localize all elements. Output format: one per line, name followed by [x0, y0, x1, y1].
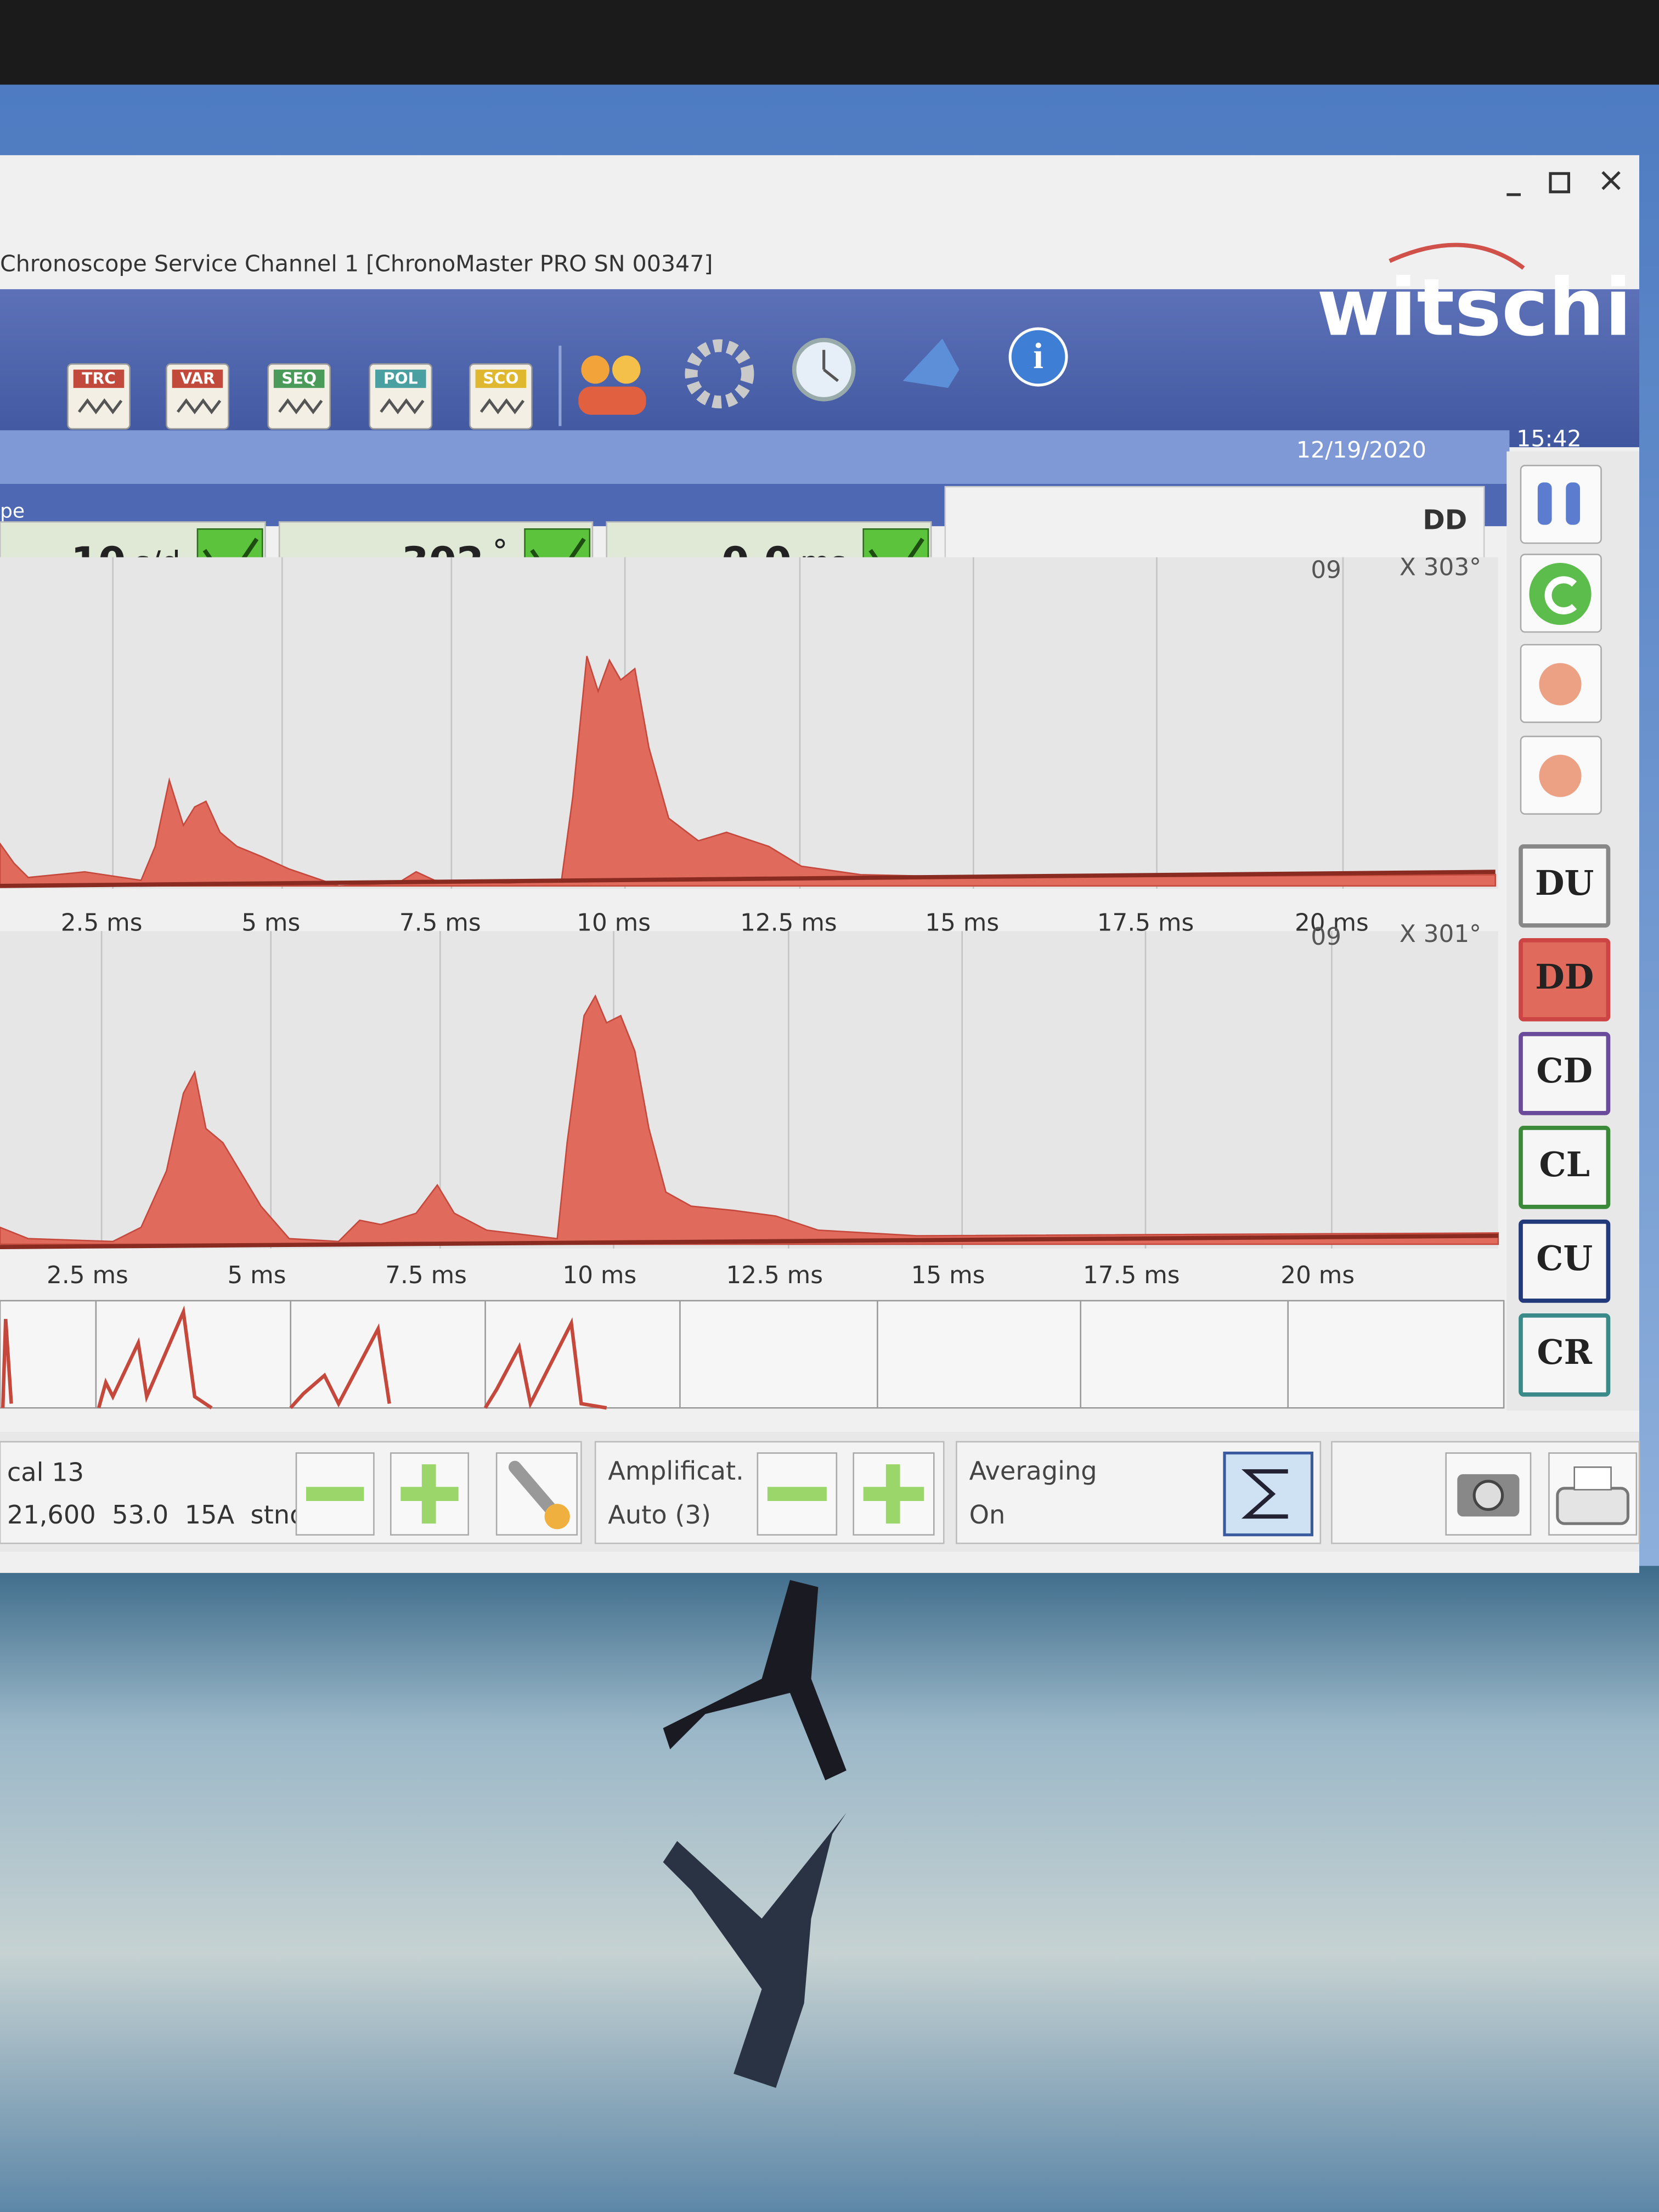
calibration-params: 21,600 53.0 15A stnd: [7, 1500, 306, 1530]
x-tick-label: 17.5 ms: [1083, 1261, 1180, 1289]
tool-label: SEQ: [281, 370, 317, 388]
x-tick-label: 20 ms: [1280, 1261, 1355, 1289]
runner-reflection: [663, 1813, 847, 2088]
tool-glyph: [77, 398, 123, 415]
position-button[interactable]: [1519, 1313, 1611, 1397]
x-tick-label: 15 ms: [911, 1261, 985, 1289]
tool-label-bg: [273, 369, 325, 388]
position-button[interactable]: [1519, 938, 1611, 1022]
brand-logo: witschi: [1317, 261, 1632, 353]
position-button[interactable]: [1519, 844, 1611, 928]
position-label: CR: [1537, 1332, 1593, 1372]
averaging-value: On: [969, 1500, 1006, 1530]
settings-icon[interactable]: [685, 339, 754, 409]
waveform-upper-baseline: [0, 870, 1496, 888]
close-button[interactable]: [1601, 171, 1621, 190]
tool-label-bg: [475, 369, 527, 388]
globe-icon[interactable]: [902, 338, 960, 388]
calibration-panel: [0, 1441, 582, 1544]
averaging-toggle[interactable]: [1223, 1452, 1313, 1537]
tool-label-bg: [73, 369, 125, 388]
camera-lens: [1472, 1480, 1504, 1511]
restart-icon: [1529, 563, 1592, 625]
logo-swoosh: [1389, 242, 1525, 270]
position-label: CD: [1536, 1051, 1593, 1091]
position-button[interactable]: [1519, 1032, 1611, 1115]
tool-glyph: [380, 398, 425, 415]
status-bar: [0, 430, 1510, 484]
tool-label: VAR: [180, 370, 215, 388]
plus-glyph: [863, 1464, 924, 1524]
x-tick-label: 5 ms: [227, 1261, 286, 1289]
x-tick-label: 10 ms: [562, 1261, 636, 1289]
time: 15:42: [1516, 425, 1582, 452]
trace-beat-label: 09: [1311, 923, 1341, 951]
info-glyph: i: [1033, 336, 1043, 376]
waveform-lower: [0, 994, 1499, 1245]
trace-lift-angle: X 301°: [1400, 920, 1481, 948]
tool-label: SCO: [483, 370, 518, 388]
tab-label[interactable]: pe: [0, 500, 25, 522]
calibration-name: cal 13: [7, 1458, 84, 1487]
back-icon: [1539, 663, 1582, 706]
pause-button[interactable]: [1520, 465, 1602, 544]
users-icon-2: [612, 356, 641, 384]
waveform-lower-baseline: [0, 1233, 1498, 1249]
tool-label: POL: [383, 370, 418, 388]
position-button[interactable]: [1519, 1220, 1611, 1303]
position-label: CU: [1536, 1238, 1593, 1278]
amplification-value: Auto (3): [608, 1500, 711, 1530]
printer-icon: [1556, 1487, 1629, 1525]
position-label: CL: [1539, 1144, 1589, 1184]
printer-paper: [1573, 1466, 1612, 1491]
tool-glyph: [278, 398, 323, 415]
position-label: DU: [1535, 863, 1594, 903]
tool-label-bg: [172, 369, 223, 388]
wallpaper-beach: [0, 1566, 1659, 2212]
runner-silhouette: [663, 1580, 847, 1781]
info-icon[interactable]: [1008, 327, 1068, 387]
window-title: Chronoscope Service Channel 1 [ChronoMas…: [0, 250, 713, 276]
forward-icon: [1539, 754, 1582, 797]
wrench-tip: [544, 1504, 570, 1530]
x-tick-label: 7.5 ms: [385, 1261, 467, 1289]
pause-bar: [1566, 482, 1580, 525]
beat-strip: [0, 1300, 1505, 1409]
tool-label-bg: [375, 369, 426, 388]
trace-beat-label: 09: [1311, 556, 1341, 584]
tool-glyph: [176, 398, 222, 415]
position-label: DD: [1535, 957, 1594, 997]
pause-bar: [1537, 482, 1552, 525]
clock-hands: [822, 349, 839, 382]
trace-plot: [0, 557, 1498, 889]
plus-glyph: [400, 1464, 459, 1524]
minus-glyph: [767, 1487, 827, 1501]
users-icon[interactable]: [581, 356, 610, 384]
tool-label: TRC: [82, 370, 116, 388]
maximize-button[interactable]: [1549, 172, 1570, 194]
tool-glyph: [479, 398, 525, 415]
users-icon-body: [578, 386, 646, 415]
restart-arrow: [1544, 576, 1577, 614]
averaging-label: Averaging: [969, 1456, 1097, 1486]
mini-beat-traces: [1, 1305, 607, 1410]
x-tick-label: 2.5 ms: [47, 1261, 128, 1289]
x-tick-label: 12.5 ms: [726, 1261, 823, 1289]
monitor-bezel: [0, 0, 1659, 85]
date: 12/19/2020: [1296, 437, 1426, 463]
trace-lift-angle: X 303°: [1400, 553, 1481, 581]
amplification-label: Amplificat.: [608, 1456, 744, 1486]
position-button[interactable]: [1519, 1126, 1611, 1209]
sigma-icon: [1241, 1469, 1288, 1519]
minus-glyph: [306, 1487, 364, 1501]
mode-label: DD: [1423, 504, 1467, 535]
